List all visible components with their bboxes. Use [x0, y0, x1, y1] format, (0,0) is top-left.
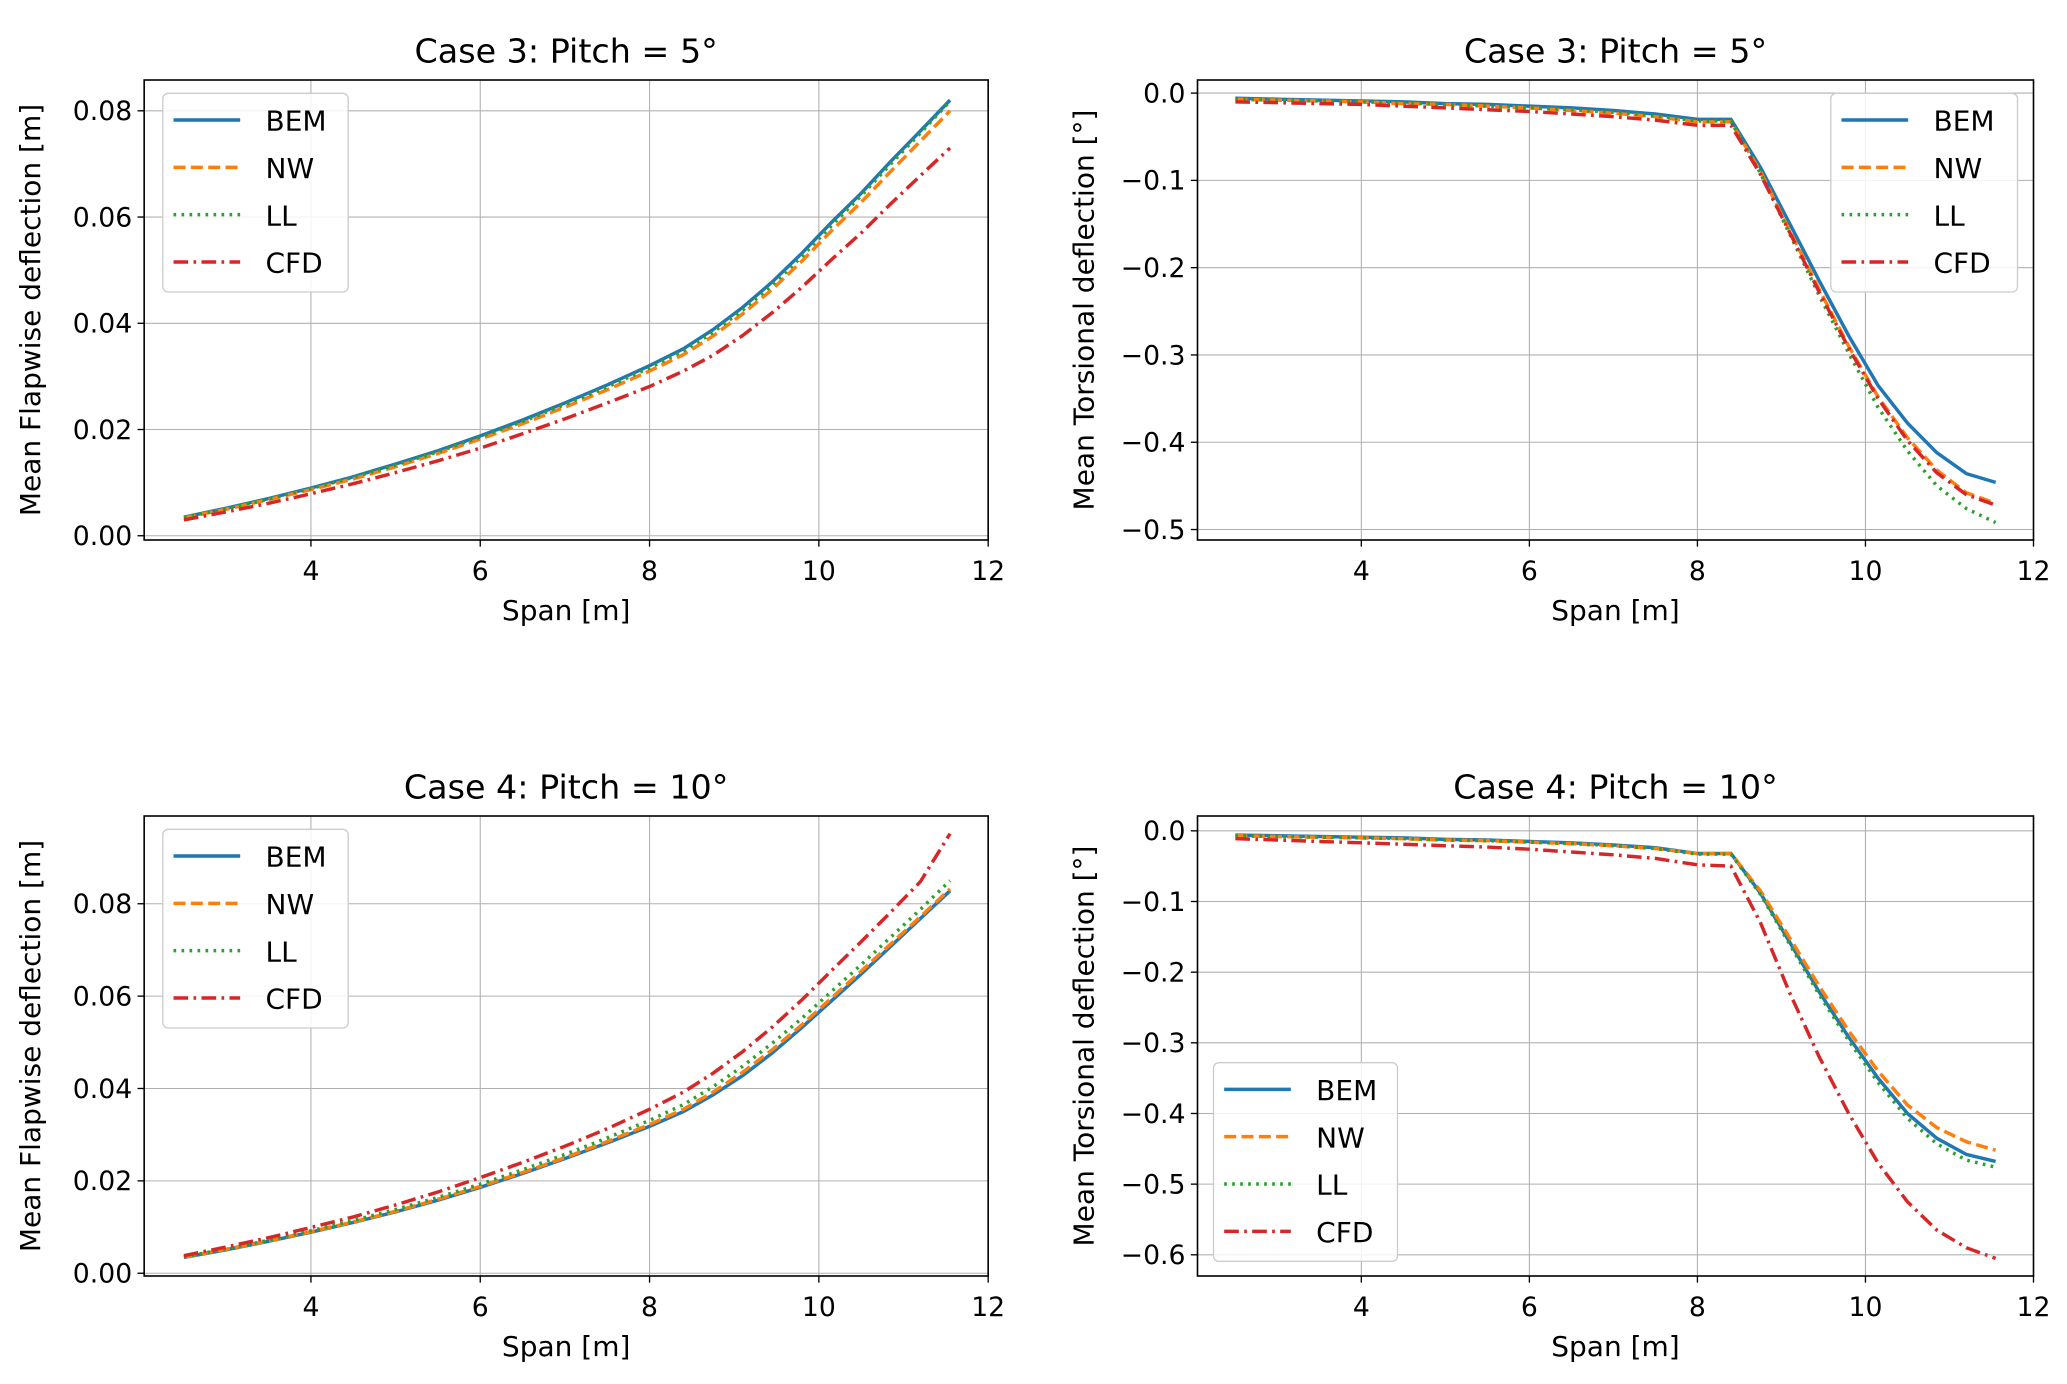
- y-tick-label: −0.3: [1121, 340, 1186, 371]
- y-tick-label: 0.06: [73, 202, 132, 233]
- chart-title: Case 3: Pitch = 5°: [415, 32, 718, 71]
- x-tick-label: 6: [1521, 1292, 1538, 1323]
- x-tick-label: 10: [802, 556, 836, 587]
- chart-title: Case 4: Pitch = 10°: [404, 768, 729, 807]
- x-tick-label: 4: [1353, 1292, 1370, 1323]
- x-tick-label: 12: [2017, 1292, 2051, 1323]
- legend-box: [162, 828, 349, 1029]
- y-tick-label: 0.02: [73, 415, 132, 446]
- legend-label: CFD: [266, 247, 323, 280]
- y-tick-label: 0.02: [73, 1166, 132, 1197]
- y-tick-label: −0.5: [1121, 515, 1186, 546]
- x-tick-label: 4: [302, 1292, 319, 1323]
- x-tick-label: 6: [1521, 556, 1538, 587]
- legend-label: NW: [266, 152, 315, 185]
- chart-panel-3: 4 6 8 10 12 0.00 0.02 0.04 0.06 0.08 Case 4: Pitch…: [14, 768, 1005, 1363]
- y-tick-label: 0.0: [1143, 78, 1185, 109]
- series-line-ll: [183, 100, 952, 519]
- series-line-ll: [183, 879, 952, 1259]
- y-tick-label: −0.5: [1121, 1169, 1186, 1200]
- chart-title: Case 4: Pitch = 10°: [1453, 768, 1778, 807]
- legend-box: [162, 92, 349, 293]
- y-axis-label: Mean Flapwise deflection [m]: [14, 840, 47, 1252]
- legend-label: BEM: [266, 841, 327, 874]
- y-tick-label: −0.4: [1121, 428, 1186, 459]
- legend-label: LL: [1316, 1169, 1348, 1202]
- x-tick-label: 6: [472, 556, 489, 587]
- series-line-ll: [1235, 834, 1997, 1169]
- x-tick-label: 10: [1848, 1292, 1882, 1323]
- legend-label: BEM: [266, 105, 327, 138]
- x-axis-label: Span [m]: [1551, 1330, 1679, 1363]
- legend-label: CFD: [1316, 1216, 1373, 1249]
- x-axis-label: Span [m]: [1551, 594, 1679, 627]
- y-axis-label: Mean Torsional deflection [°]: [1068, 110, 1101, 511]
- legend-label: CFD: [266, 983, 323, 1016]
- legend-label: BEM: [1316, 1074, 1377, 1107]
- series-line-cfd: [183, 146, 952, 522]
- chart-panel-4: 4 6 8 10 12 0.0 −0.1 −0.2 −0.3 −0.4 −0.5 −0.6 Case 4…: [1068, 768, 2051, 1363]
- legend-label: LL: [266, 199, 298, 232]
- legend: BEM NW LL CFD: [162, 828, 349, 1029]
- legend-label: CFD: [1934, 247, 1991, 280]
- y-axis-label: Mean Flapwise deflection [m]: [14, 104, 47, 516]
- y-tick-label: −0.3: [1121, 1028, 1186, 1059]
- chart-panel-2: 4 6 8 10 12 0.0 −0.1 −0.2 −0.3 −0.4 −0.5 Case 3: Pi…: [1068, 32, 2051, 627]
- series-line-cfd: [1235, 100, 1997, 507]
- chart-panel-1: 4 6 8 10 12 0.00 0.02 0.04 0.06 0.08 Case 3: Pitch…: [14, 32, 1005, 627]
- legend-label: BEM: [1934, 105, 1995, 138]
- axes-frame: [143, 79, 989, 541]
- y-tick-label: 0.06: [73, 981, 132, 1012]
- x-axis-label: Span [m]: [502, 594, 630, 627]
- y-tick-label: 0.00: [73, 1259, 132, 1290]
- y-tick-label: 0.0: [1143, 816, 1185, 847]
- legend-box: [1212, 1062, 1399, 1262]
- x-axis-label: Span [m]: [502, 1330, 630, 1363]
- legend-label: LL: [1934, 199, 1966, 232]
- x-tick-label: 6: [472, 1292, 489, 1323]
- y-tick-label: 0.08: [73, 889, 132, 920]
- legend-box: [1830, 92, 2019, 293]
- x-tick-label: 12: [2017, 556, 2051, 587]
- x-tick-label: 8: [641, 1292, 658, 1323]
- x-tick-label: 10: [1848, 556, 1882, 587]
- x-tick-label: 8: [641, 556, 658, 587]
- legend-label: NW: [1934, 152, 1983, 185]
- chart-title: Case 3: Pitch = 5°: [1464, 32, 1767, 71]
- legend-label: NW: [266, 888, 315, 921]
- y-tick-label: −0.6: [1121, 1240, 1186, 1271]
- legend-label: LL: [266, 935, 298, 968]
- legend-label: NW: [1316, 1121, 1365, 1154]
- x-tick-label: 10: [802, 1292, 836, 1323]
- y-tick-label: −0.4: [1121, 1099, 1186, 1130]
- series-line-cfd: [183, 832, 952, 1258]
- axes-frame: [1196, 79, 2035, 541]
- x-tick-label: 8: [1689, 556, 1706, 587]
- legend: BEM NW LL CFD: [1830, 92, 2019, 293]
- x-tick-label: 8: [1689, 1292, 1706, 1323]
- y-tick-label: 0.04: [73, 309, 132, 340]
- y-tick-label: −0.1: [1121, 166, 1186, 197]
- axes-frame: [143, 815, 989, 1277]
- x-tick-label: 12: [971, 556, 1005, 587]
- y-tick-label: −0.2: [1121, 957, 1186, 988]
- y-tick-label: 0.08: [73, 96, 132, 127]
- x-tick-label: 4: [302, 556, 319, 587]
- y-tick-label: −0.1: [1121, 887, 1186, 918]
- x-tick-label: 4: [1353, 556, 1370, 587]
- series-line-cfd: [1235, 836, 1997, 1261]
- series-line-ll: [1235, 97, 1997, 525]
- x-tick-label: 12: [971, 1292, 1005, 1323]
- series-line-nw: [183, 887, 952, 1259]
- legend: BEM NW LL CFD: [162, 92, 349, 293]
- legend: BEM NW LL CFD: [1212, 1062, 1399, 1262]
- axes-frame: [1196, 815, 2035, 1277]
- y-tick-label: −0.2: [1121, 253, 1186, 284]
- y-axis-label: Mean Torsional deflection [°]: [1068, 846, 1101, 1247]
- y-tick-label: 0.00: [73, 521, 132, 552]
- y-tick-label: 0.04: [73, 1074, 132, 1105]
